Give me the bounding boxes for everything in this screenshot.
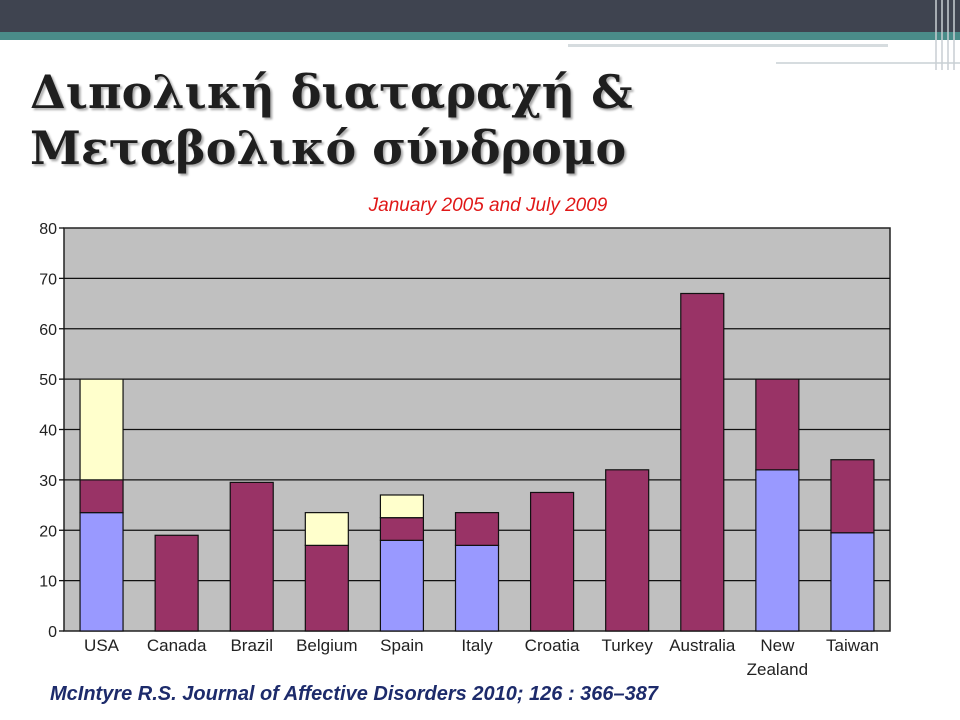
y-tick-label: 80 [39, 221, 57, 238]
stacked-bar-chart: 0 10 20 30 40 50 60 70 80 USA Canada Brazil Belgium S… [39, 221, 891, 679]
bar-segment [379, 517, 425, 541]
bar-segment [755, 469, 800, 632]
title-line-2: Μεταβολικό σύνδρομο [30, 121, 627, 175]
x-tick-label: Australia [669, 636, 736, 655]
bar-segment [154, 534, 199, 632]
bar-segment [304, 544, 349, 632]
y-tick-label: 50 [39, 372, 57, 389]
x-tick-label: Taiwan [826, 636, 879, 655]
y-tick-label: 40 [39, 423, 57, 440]
y-tick-label: 20 [39, 523, 57, 540]
bar-segment [379, 494, 425, 519]
chart-subtitle: January 2005 and July 2009 [0, 195, 960, 217]
bar-segment [229, 481, 274, 632]
x-tick-label: Croatia [525, 636, 580, 655]
x-tick-label: Italy [461, 636, 493, 655]
accent-stripe [0, 32, 960, 40]
bar-segment [830, 532, 875, 632]
x-tick-label: Canada [147, 636, 207, 655]
bar-segment [79, 479, 124, 514]
y-tick-label: 0 [48, 624, 57, 641]
y-tick-label: 70 [39, 271, 57, 288]
x-tick-label: USA [84, 636, 120, 655]
decor-line [568, 44, 888, 47]
x-tick-label: Spain [380, 636, 423, 655]
bar-segment [605, 469, 650, 632]
x-tick-label: Belgium [296, 636, 357, 655]
bar-segment [379, 539, 425, 632]
decor-line [776, 62, 960, 64]
x-tick-label: New [760, 636, 795, 655]
bar-segment [304, 512, 349, 546]
bar-segment [79, 512, 124, 632]
top-bar [0, 0, 960, 32]
bar-segment [454, 512, 500, 546]
bar-segment [79, 378, 124, 481]
citation: McIntyre R.S. Journal of Affective Disor… [50, 683, 659, 705]
subtitle-text: January 2005 and July 2009 [368, 195, 608, 216]
x-tick-label: Zealand [747, 660, 808, 679]
bar-segment [454, 544, 500, 632]
y-tick-label: 10 [39, 574, 57, 591]
title-line-1: Διπολική διαταραχή & [30, 65, 633, 119]
x-tick-label: Brazil [230, 636, 273, 655]
bar-segment [830, 459, 875, 534]
x-tick-label: Turkey [602, 636, 654, 655]
bar-segment [680, 292, 725, 632]
slide-title: Διπολική διαταραχή & Μεταβολικό σύνδρομο [30, 64, 633, 176]
y-tick-label: 60 [39, 322, 57, 339]
bar-segment [755, 378, 800, 471]
y-tick-label: 30 [39, 473, 57, 490]
decor-vertical-lines [935, 0, 955, 70]
bar-segment [529, 491, 575, 632]
